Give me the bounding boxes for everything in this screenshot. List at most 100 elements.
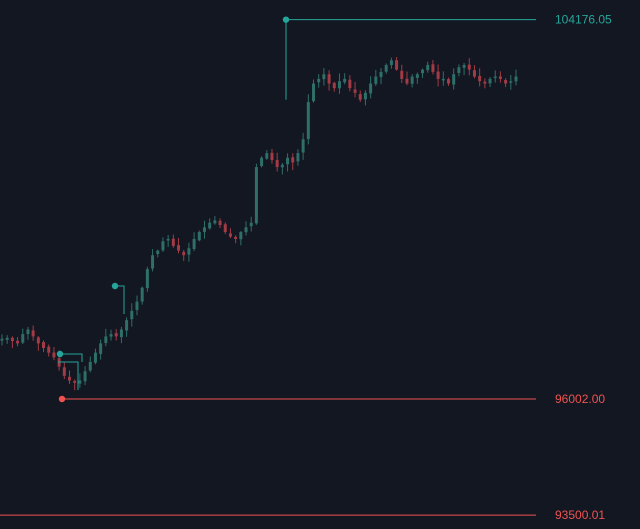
candle-body [415,74,419,78]
candle-body [125,320,129,331]
candle-body [317,78,321,83]
candle-body [296,153,300,162]
candle-body [260,157,264,166]
candles-layer [0,57,518,391]
candle-body [218,220,222,226]
candle-body [280,164,284,168]
candle-body [145,269,149,289]
candle-body [337,81,341,89]
candle-body [26,329,30,335]
candle-body [249,222,253,227]
candle-body [140,287,144,302]
low-price-label: 96002.00 [555,392,605,406]
candle-body [171,238,175,246]
candle-body [462,64,466,68]
candle-body [348,79,352,89]
candle-body [10,337,14,342]
candle-body [343,78,347,83]
candle-body [400,70,404,79]
candle-body [223,224,227,233]
candle-body [244,227,248,233]
candle-body [369,83,373,94]
candle-body [130,310,134,320]
swing-bracket [60,353,83,362]
candle-body [36,337,40,344]
candle-body [436,71,440,79]
candle-body [472,70,476,77]
candle-body [47,346,51,353]
candle-body [493,76,497,79]
candle-body [353,89,357,93]
candle-body [441,78,445,81]
candle-body [509,81,513,83]
candle-body [384,64,388,72]
candle-body [504,80,508,84]
candle-body [62,367,66,376]
swing-bracket [58,361,79,390]
candle-body [405,78,409,84]
candle-body [498,76,502,79]
candle-body [421,69,425,74]
candle-body [202,227,206,232]
axis-labels-layer: 104176.05 96002.00 93500.01 [555,13,612,522]
candle-body [197,232,201,241]
candle-body [447,79,451,84]
candle-body [208,222,212,229]
candle-body [151,255,155,269]
candle-body [358,94,362,100]
swing-bracket [115,285,125,314]
candle-body [228,233,232,237]
candle-body [104,336,108,343]
candle-body [312,83,316,102]
candle-body [301,139,305,153]
candle-body [88,361,92,371]
candle-body [187,248,191,255]
candle-body [457,67,461,73]
candle-body [192,238,196,250]
price-levels-layer [0,19,536,516]
candle-body [166,238,170,241]
candle-body [67,376,71,381]
candle-body [379,71,383,77]
candle-body [78,380,82,384]
candle-body [483,81,487,84]
high-marker-dot[interactable] [282,16,290,23]
candle-body [306,102,310,140]
candle-body [83,371,87,382]
candle-body [431,64,435,72]
candle-body [514,76,518,82]
candle-body [327,74,331,84]
candle-body [31,330,35,337]
candle-body [114,333,118,337]
markers-layer [56,16,290,403]
support-price-label: 93500.01 [555,508,605,522]
candle-body [332,82,336,89]
low-marker-dot[interactable] [58,395,66,403]
candle-body [182,251,186,256]
candle-body [270,152,274,161]
candle-body [363,92,367,100]
candle-body [452,74,456,85]
candle-body [488,78,492,84]
candle-body [395,60,399,70]
candle-body [161,241,165,251]
candle-body [0,338,4,341]
candle-body [426,64,430,71]
candle-body [410,76,414,84]
candle-body [73,380,77,383]
candle-body [265,153,269,159]
candle-body [213,220,217,224]
candle-body [135,301,139,310]
candle-body [291,157,295,163]
candle-body [389,60,393,66]
candle-body [478,75,482,82]
candle-body [42,342,46,349]
candle-body [374,76,378,84]
high-price-label: 104176.05 [555,13,612,27]
candle-body [275,159,279,168]
candle-body [16,340,20,344]
candle-body [93,352,97,363]
candle-body [286,157,290,165]
